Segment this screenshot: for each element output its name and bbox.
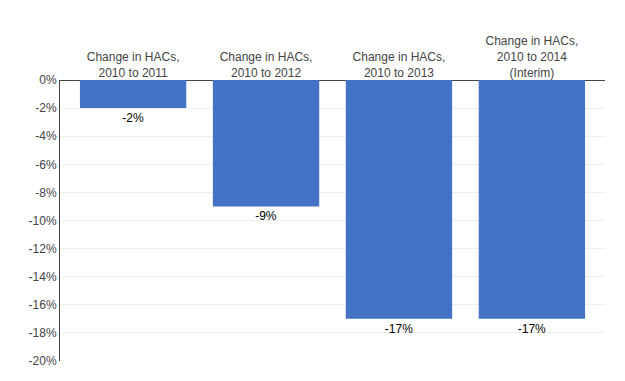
svg-text:Change in HACs,2010 to 2014(In: Change in HACs,2010 to 2014(Interim) (486, 34, 579, 79)
svg-text:-12%: -12% (29, 242, 57, 256)
svg-text:-2%: -2% (35, 101, 57, 115)
svg-text:-16%: -16% (29, 298, 57, 312)
svg-text:0%: 0% (39, 73, 57, 87)
svg-text:-9%: -9% (255, 209, 277, 223)
svg-text:-10%: -10% (29, 214, 57, 228)
svg-text:-4%: -4% (35, 129, 57, 143)
svg-text:-14%: -14% (29, 270, 57, 284)
svg-text:-20%: -20% (29, 354, 57, 368)
svg-text:Change in HACs,2010 to 2012: Change in HACs,2010 to 2012 (220, 50, 313, 80)
svg-text:-17%: -17% (518, 322, 546, 336)
svg-text:-2%: -2% (122, 111, 144, 125)
svg-text:-17%: -17% (385, 322, 413, 336)
svg-text:Change in HACs,2010 to 2011: Change in HACs,2010 to 2011 (87, 50, 180, 80)
svg-text:Change in HACs,2010 to 2013: Change in HACs,2010 to 2013 (353, 50, 446, 80)
svg-text:-8%: -8% (35, 186, 57, 200)
svg-text:-6%: -6% (35, 158, 57, 172)
svg-text:-18%: -18% (29, 326, 57, 340)
